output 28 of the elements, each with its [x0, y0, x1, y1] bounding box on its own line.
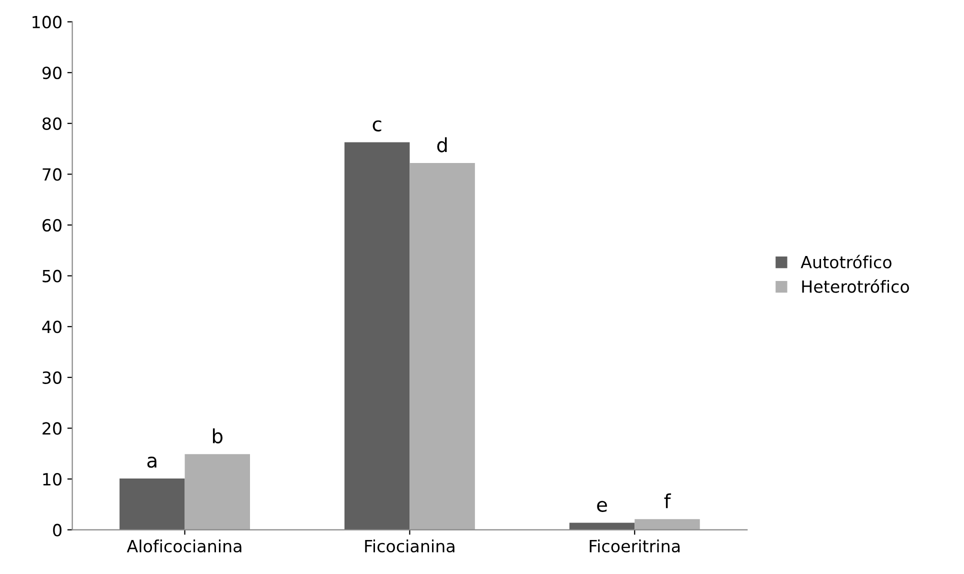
y-tick-label: 0 [53, 524, 62, 536]
bar [410, 163, 475, 530]
y-tick-label: 10 [43, 472, 62, 486]
y-tick-label: 30 [42, 371, 62, 384]
y-tick-label: 50 [42, 270, 62, 282]
annotation: f [664, 493, 672, 508]
annotation: c [372, 120, 382, 132]
x-tick-label: Ficoeritrina [590, 540, 680, 552]
annotation: b [212, 428, 222, 444]
bar [184, 454, 250, 530]
y-tick-label: 40 [42, 320, 62, 334]
y-tick-label: 100 [32, 16, 62, 28]
bar [120, 478, 185, 530]
bar [634, 519, 700, 530]
x-tick-label: Ficocianina [365, 540, 454, 552]
y-tick-label: 20 [42, 422, 62, 435]
y-tick-label: 90 [42, 66, 62, 80]
bar [344, 142, 410, 530]
legend-label: Autotrófico [800, 254, 892, 268]
x-tick-label: Aloficocianina [126, 540, 242, 552]
y-tick-label: 60 [42, 218, 62, 232]
legend-label: Heterotrófico [802, 279, 909, 293]
y-tick-label: 70 [42, 168, 62, 181]
annotation: e [597, 500, 607, 512]
y-tick-label: 80 [42, 117, 62, 130]
annotation: a [147, 456, 156, 468]
annotation: d [437, 137, 447, 152]
bar [569, 522, 635, 530]
